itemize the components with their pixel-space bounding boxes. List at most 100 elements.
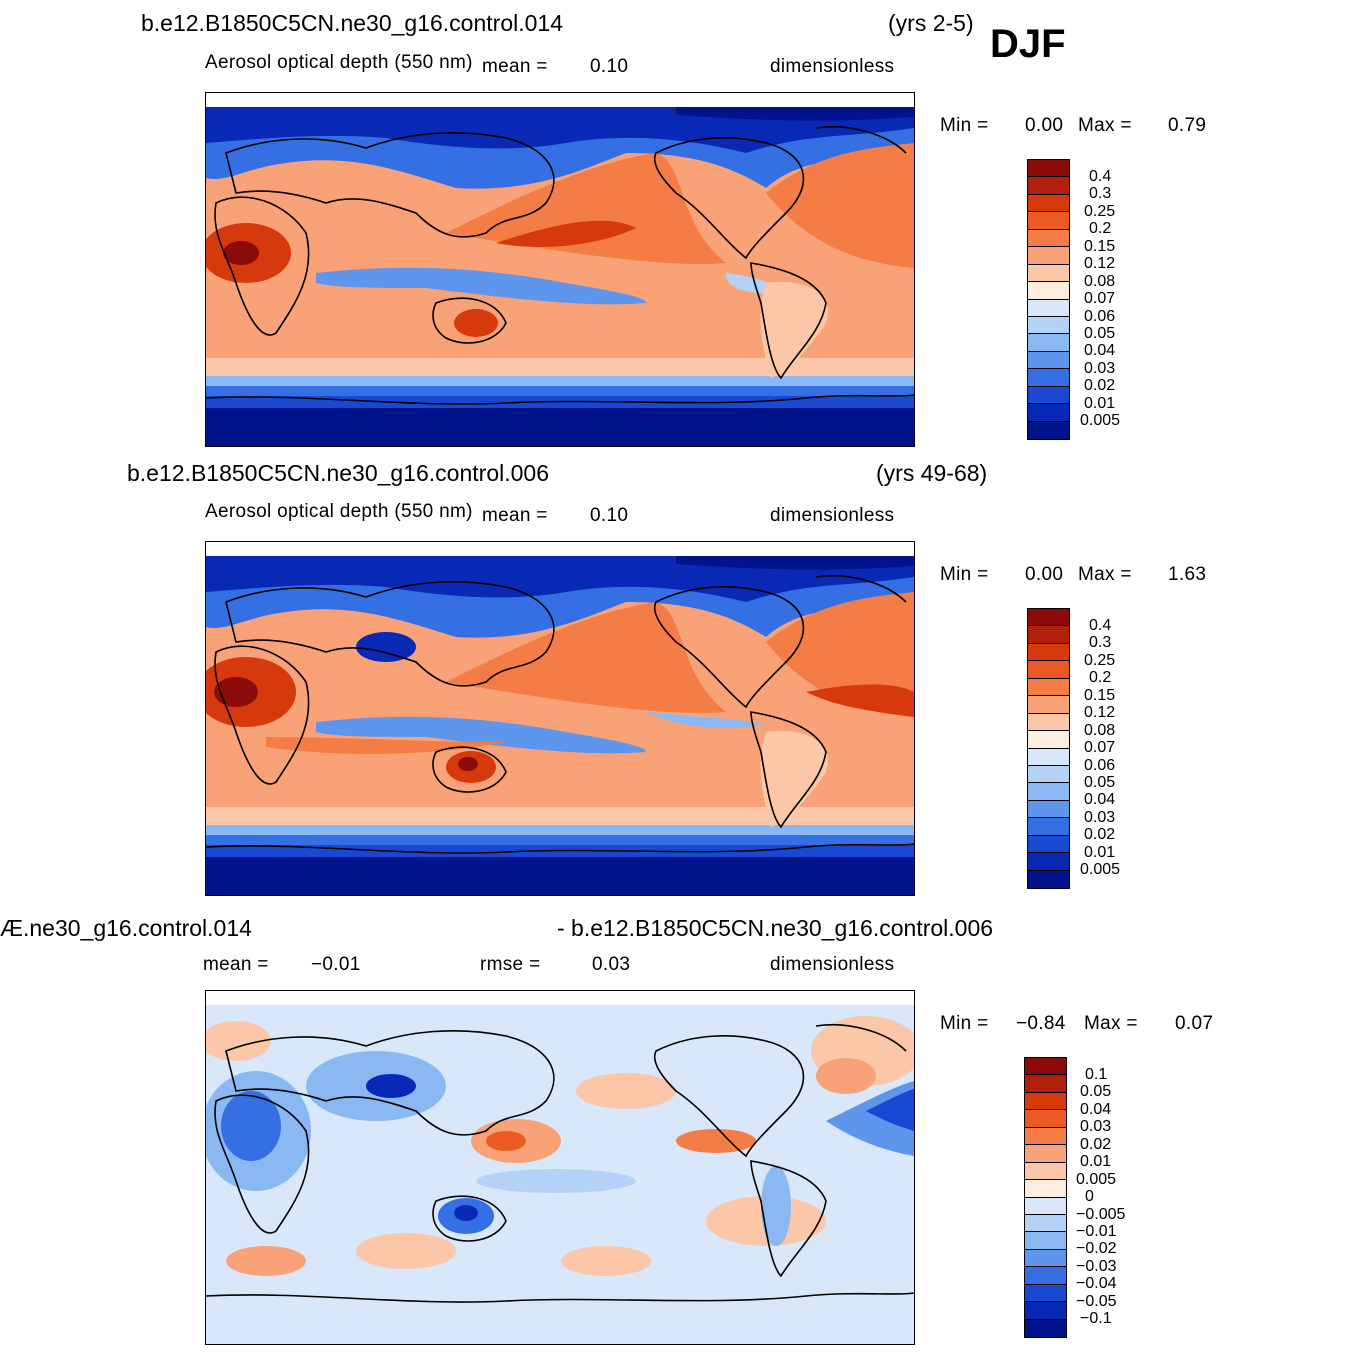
panel2-mean-value: 0.10 (590, 505, 629, 526)
colorbar-level-label: 0.04 (1084, 342, 1116, 360)
colorbar-swatch (1028, 247, 1069, 265)
colorbar-level-label: −0.1 (1080, 1310, 1112, 1328)
panel1-years: (yrs 2-5) (888, 10, 974, 36)
colorbar-swatch (1025, 1180, 1066, 1198)
colorbar-swatch (1028, 678, 1069, 697)
panel3-min-label: Min = (940, 1013, 989, 1034)
panel3-max-label: Max = (1084, 1013, 1138, 1034)
colorbar-level-label: −0.02 (1076, 1240, 1117, 1258)
colorbar-swatch (1025, 1110, 1066, 1128)
panel1-mean-value: 0.10 (590, 56, 629, 77)
panel3-min-value: −0.84 (1016, 1013, 1066, 1034)
colorbar-level-label: 0.2 (1089, 220, 1112, 238)
panel2-variable: Aerosol optical depth (550 nm) (205, 501, 473, 522)
colorbar-level-label: 0.01 (1080, 1153, 1112, 1171)
panel1-map-field (206, 93, 914, 446)
colorbar-level-label: 0.03 (1084, 359, 1116, 377)
colorbar-swatch (1028, 765, 1069, 784)
colorbar-level-label: 0.15 (1084, 237, 1116, 255)
colorbar-swatch (1025, 1249, 1066, 1268)
colorbar-swatch (1028, 334, 1069, 352)
colorbar-level-label: 0 (1085, 1188, 1094, 1206)
colorbar-swatch (1028, 609, 1069, 627)
colorbar-swatch (1028, 212, 1069, 230)
panel3-case-right: - b.e12.B1850C5CN.ne30_g16.control.006 (557, 915, 994, 941)
colorbar-swatch (1025, 1197, 1066, 1215)
colorbar-swatch (1028, 177, 1069, 195)
colorbar-swatch (1028, 386, 1069, 405)
colorbar-level-label: 0.06 (1084, 307, 1116, 325)
colorbar-swatch (1025, 1319, 1066, 1337)
panel1-min-value: 0.00 (1025, 115, 1064, 136)
colorbar-level-label: 0.3 (1089, 634, 1112, 652)
panel3-case-left: Æ.ne30_g16.control.014 (0, 915, 252, 941)
colorbar-swatch (1028, 870, 1069, 888)
colorbar-swatch (1028, 316, 1069, 335)
colorbar-swatch (1025, 1214, 1066, 1233)
colorbar-swatch (1028, 194, 1069, 213)
colorbar-level-label: 0.04 (1080, 1100, 1112, 1118)
colorbar-level-label: 0.12 (1084, 704, 1116, 722)
colorbar-level-label: 0.02 (1084, 826, 1116, 844)
colorbar-swatch (1025, 1232, 1066, 1250)
colorbar-swatch (1028, 800, 1069, 819)
colorbar-swatch (1025, 1302, 1066, 1320)
colorbar-swatch (1028, 626, 1069, 644)
colorbar-swatch (1028, 731, 1069, 749)
panel2-case-title: b.e12.B1850C5CN.ne30_g16.control.006 (127, 460, 549, 486)
panel1-map (205, 92, 915, 447)
panel3-mean-value: −0.01 (311, 954, 361, 975)
panel3-rmse-value: 0.03 (592, 954, 631, 975)
colorbar-level-label: 0.12 (1084, 255, 1116, 273)
colorbar-level-label: 0.05 (1080, 1083, 1112, 1101)
colorbar-swatch (1028, 696, 1069, 714)
panel2-map-field (206, 542, 914, 895)
colorbar-level-label: 0.03 (1080, 1118, 1112, 1136)
colorbar-level-label: 0.03 (1084, 808, 1116, 826)
colorbar-level-label: 0.2 (1089, 669, 1112, 687)
panel2-map (205, 541, 915, 896)
colorbar-swatch (1028, 299, 1069, 317)
panel3-colorbar (1024, 1057, 1067, 1338)
panel2-max-value: 1.63 (1168, 564, 1207, 585)
colorbar-level-label: 0.05 (1084, 773, 1116, 791)
colorbar-swatch (1025, 1267, 1066, 1285)
colorbar-swatch (1028, 404, 1069, 422)
colorbar-swatch (1028, 369, 1069, 387)
panel3-rmse-label: rmse = (480, 954, 541, 975)
colorbar-swatch (1025, 1075, 1066, 1093)
colorbar-level-label: −0.03 (1076, 1257, 1117, 1275)
panel1-colorbar (1027, 159, 1070, 440)
colorbar-level-label: 0.07 (1084, 290, 1116, 308)
colorbar-swatch (1028, 160, 1069, 178)
colorbar-swatch (1025, 1127, 1066, 1146)
colorbar-level-label: 0.005 (1076, 1170, 1117, 1188)
panel2-colorbar (1027, 608, 1070, 889)
colorbar-swatch (1028, 264, 1069, 283)
panel2-min-value: 0.00 (1025, 564, 1064, 585)
colorbar-level-label: 0.06 (1084, 756, 1116, 774)
panel1-min-label: Min = (940, 115, 989, 136)
colorbar-swatch (1025, 1092, 1066, 1111)
colorbar-swatch (1025, 1284, 1066, 1303)
colorbar-level-label: 0.04 (1084, 791, 1116, 809)
colorbar-level-label: 0.02 (1084, 377, 1116, 395)
colorbar-swatch (1025, 1162, 1066, 1181)
panel2-mean-label: mean = (482, 505, 548, 526)
colorbar-swatch (1028, 853, 1069, 871)
colorbar-level-label: 0.01 (1084, 394, 1116, 412)
colorbar-level-label: 0.4 (1089, 617, 1112, 634)
colorbar-swatch (1028, 421, 1069, 439)
colorbar-swatch (1028, 229, 1069, 248)
colorbar-level-label: 0.01 (1084, 843, 1116, 861)
colorbar-level-label: 0.4 (1089, 168, 1112, 185)
panel1-variable: Aerosol optical depth (550 nm) (205, 52, 473, 73)
panel3-map (205, 990, 915, 1345)
colorbar-swatch (1028, 643, 1069, 662)
colorbar-level-label: 0.005 (1080, 861, 1121, 879)
colorbar-level-label: −0.01 (1076, 1222, 1117, 1240)
panel1-mean-label: mean = (482, 56, 548, 77)
colorbar-swatch (1028, 783, 1069, 801)
panel3-mean-label: mean = (203, 954, 269, 975)
colorbar-level-label: 0.005 (1080, 412, 1121, 430)
